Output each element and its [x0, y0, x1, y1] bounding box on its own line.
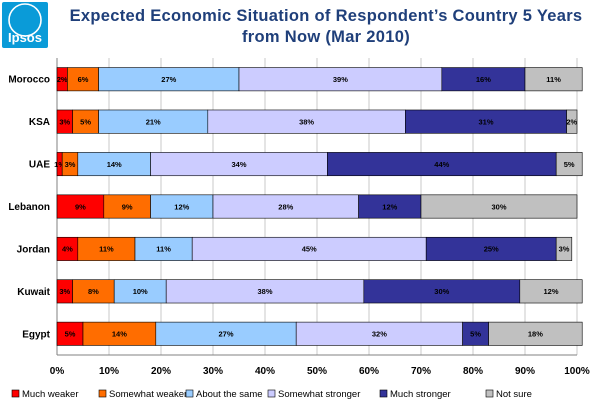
data-label: 38%	[299, 117, 314, 126]
legend-swatch	[185, 389, 194, 398]
legend-label: Somewhat weaker	[109, 389, 187, 400]
x-tick-label: 90%	[515, 366, 535, 377]
x-tick-label: 10%	[99, 366, 119, 377]
legend-label: Much weaker	[22, 389, 79, 400]
data-label: 9%	[75, 202, 86, 211]
data-label: 14%	[107, 160, 122, 169]
category-label: Morocco	[8, 75, 50, 86]
data-label: 27%	[161, 75, 176, 84]
legend-label: Much stronger	[390, 389, 451, 400]
ipsos-logo: Ipsos	[2, 2, 48, 48]
legend-swatch	[11, 389, 20, 398]
data-label: 6%	[78, 75, 89, 84]
category-label: Egypt	[22, 329, 50, 340]
legend-label: Not sure	[496, 389, 532, 400]
data-label: 25%	[484, 245, 499, 254]
data-label: 5%	[470, 330, 481, 339]
x-tick-label: 20%	[151, 366, 171, 377]
category-label: Jordan	[17, 244, 50, 255]
x-tick-label: 100%	[564, 366, 590, 377]
data-label: 12%	[174, 202, 189, 211]
data-label: 34%	[231, 160, 246, 169]
category-label: KSA	[29, 117, 50, 128]
category-label: Kuwait	[17, 287, 50, 298]
data-label: 4%	[62, 245, 73, 254]
bar-segment	[488, 321, 583, 346]
legend-label: About the same	[196, 389, 263, 400]
data-label: 1%	[54, 160, 65, 169]
x-tick-label: 40%	[255, 366, 275, 377]
data-label: 31%	[478, 117, 493, 126]
data-label: 2%	[566, 117, 577, 126]
bar-segment	[566, 109, 578, 134]
data-label: 39%	[333, 75, 348, 84]
bar-segment	[555, 236, 573, 261]
data-label: 5%	[80, 117, 91, 126]
legend-swatch	[485, 389, 494, 398]
x-tick-label: 0%	[50, 366, 65, 377]
data-label: 12%	[382, 202, 397, 211]
data-label: 11%	[546, 75, 561, 84]
data-label: 3%	[59, 117, 70, 126]
data-label: 3%	[559, 245, 570, 254]
category-label: Lebanon	[8, 202, 50, 213]
data-label: 30%	[491, 202, 506, 211]
x-tick-label: 50%	[307, 366, 327, 377]
data-label: 9%	[122, 202, 133, 211]
data-label: 30%	[434, 287, 449, 296]
data-label: 14%	[112, 330, 127, 339]
bar-segment	[524, 67, 583, 92]
data-label: 44%	[434, 160, 449, 169]
data-label: 38%	[257, 287, 272, 296]
data-label: 18%	[528, 330, 543, 339]
x-axis-ticks: 0% 10% 20% 30% 40% 50% 60% 70% 80% 90% 100%	[50, 366, 590, 377]
chart-title: Expected Economic Situation of Responden…	[69, 7, 583, 46]
data-label: 27%	[218, 330, 233, 339]
legend-swatch	[267, 389, 276, 398]
data-label: 12%	[543, 287, 558, 296]
bar-segment	[519, 279, 583, 304]
legend-swatch	[98, 389, 107, 398]
data-label: 10%	[133, 287, 148, 296]
data-label: 5%	[65, 330, 76, 339]
x-tick-label: 60%	[359, 366, 379, 377]
bars: 2% 6% 27% 39% 16% 11%3% 5% 21% 38% 31% 2%1% 3% 14% 34…	[54, 67, 583, 346]
data-label: 3%	[59, 287, 70, 296]
x-tick-label: 80%	[463, 366, 483, 377]
x-tick-label: 30%	[203, 366, 223, 377]
category-labels: Morocco KSA UAE Lebanon Jordan Kuwait Egypt	[8, 75, 50, 341]
data-label: 32%	[372, 330, 387, 339]
x-tick-label: 70%	[411, 366, 431, 377]
category-label: UAE	[29, 160, 50, 171]
legend-swatch	[379, 389, 388, 398]
bar-segment	[555, 152, 583, 177]
logo-text: Ipsos	[8, 30, 42, 45]
data-label: 28%	[278, 202, 293, 211]
data-label: 45%	[302, 245, 317, 254]
legend: Much weaker Somewhat weaker About the same…	[11, 389, 532, 400]
data-label: 2%	[57, 75, 68, 84]
data-label: 11%	[156, 245, 171, 254]
data-label: 3%	[65, 160, 76, 169]
data-label: 8%	[88, 287, 99, 296]
data-label: 16%	[476, 75, 491, 84]
bar-segment	[420, 194, 578, 219]
data-label: 21%	[146, 117, 161, 126]
data-label: 11%	[99, 245, 114, 254]
data-label: 5%	[564, 160, 575, 169]
legend-label: Somewhat stronger	[278, 389, 360, 400]
